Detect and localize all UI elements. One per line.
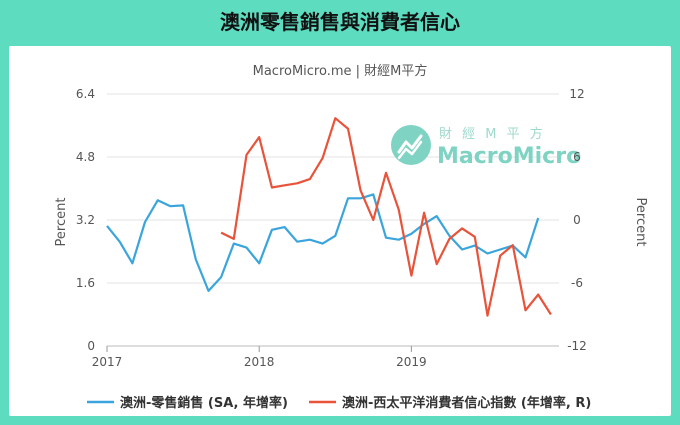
page-title: 澳洲零售銷售與消費者信心 (220, 10, 460, 34)
x-tick-label: 2019 (396, 355, 427, 369)
x-axis-ticks: 2017 2018 2019 (92, 346, 427, 369)
watermark: 財 經 M 平 方 MacroMicro (391, 125, 581, 169)
left-tick-label: 3.2 (76, 213, 95, 227)
line-chart: 財 經 M 平 方 MacroMicro 0 1.6 3.2 4.8 6.4 -12 -6… (54, 87, 648, 411)
right-tick-label: 6 (573, 150, 581, 164)
legend[interactable]: 澳洲-零售銷售 (SA, 年增率) 澳洲-西太平洋消費者信心指數 (年增率, R… (87, 395, 591, 411)
right-tick-label: -12 (567, 339, 587, 353)
right-axis-title: Percent (633, 198, 648, 247)
watermark-cn: 財 經 M 平 方 (439, 126, 546, 142)
right-axis-ticks: -12 -6 0 6 12 (567, 87, 587, 353)
left-axis-ticks: 0 1.6 3.2 4.8 6.4 (76, 87, 95, 353)
chart-subtitle: MacroMicro.me | 財經M平方 (252, 64, 428, 79)
right-tick-label: 12 (569, 87, 584, 101)
x-tick-label: 2017 (92, 355, 123, 369)
left-tick-label: 0 (87, 339, 95, 353)
series-lines (106, 117, 552, 317)
x-tick-label: 2018 (244, 355, 275, 369)
grid-lines (107, 93, 559, 347)
right-tick-label: 0 (573, 213, 581, 227)
right-tick-label: -6 (571, 276, 583, 290)
left-tick-label: 1.6 (76, 276, 95, 290)
retail-sales-line (106, 193, 540, 292)
legend-item-confidence[interactable]: 澳洲-西太平洋消費者信心指數 (年增率, R) (342, 395, 591, 411)
legend-item-retail[interactable]: 澳洲-零售銷售 (SA, 年增率) (120, 395, 288, 411)
chart-panel: MacroMicro.me | 財經M平方 財 經 M 平 方 MacroMic… (9, 46, 671, 416)
left-tick-label: 6.4 (76, 87, 95, 101)
watermark-en: MacroMicro (437, 144, 581, 169)
chart-trend-logo-icon (391, 125, 431, 165)
left-axis-title: Percent (54, 198, 69, 247)
left-tick-label: 4.8 (76, 150, 95, 164)
consumer-confidence-line (220, 117, 552, 317)
